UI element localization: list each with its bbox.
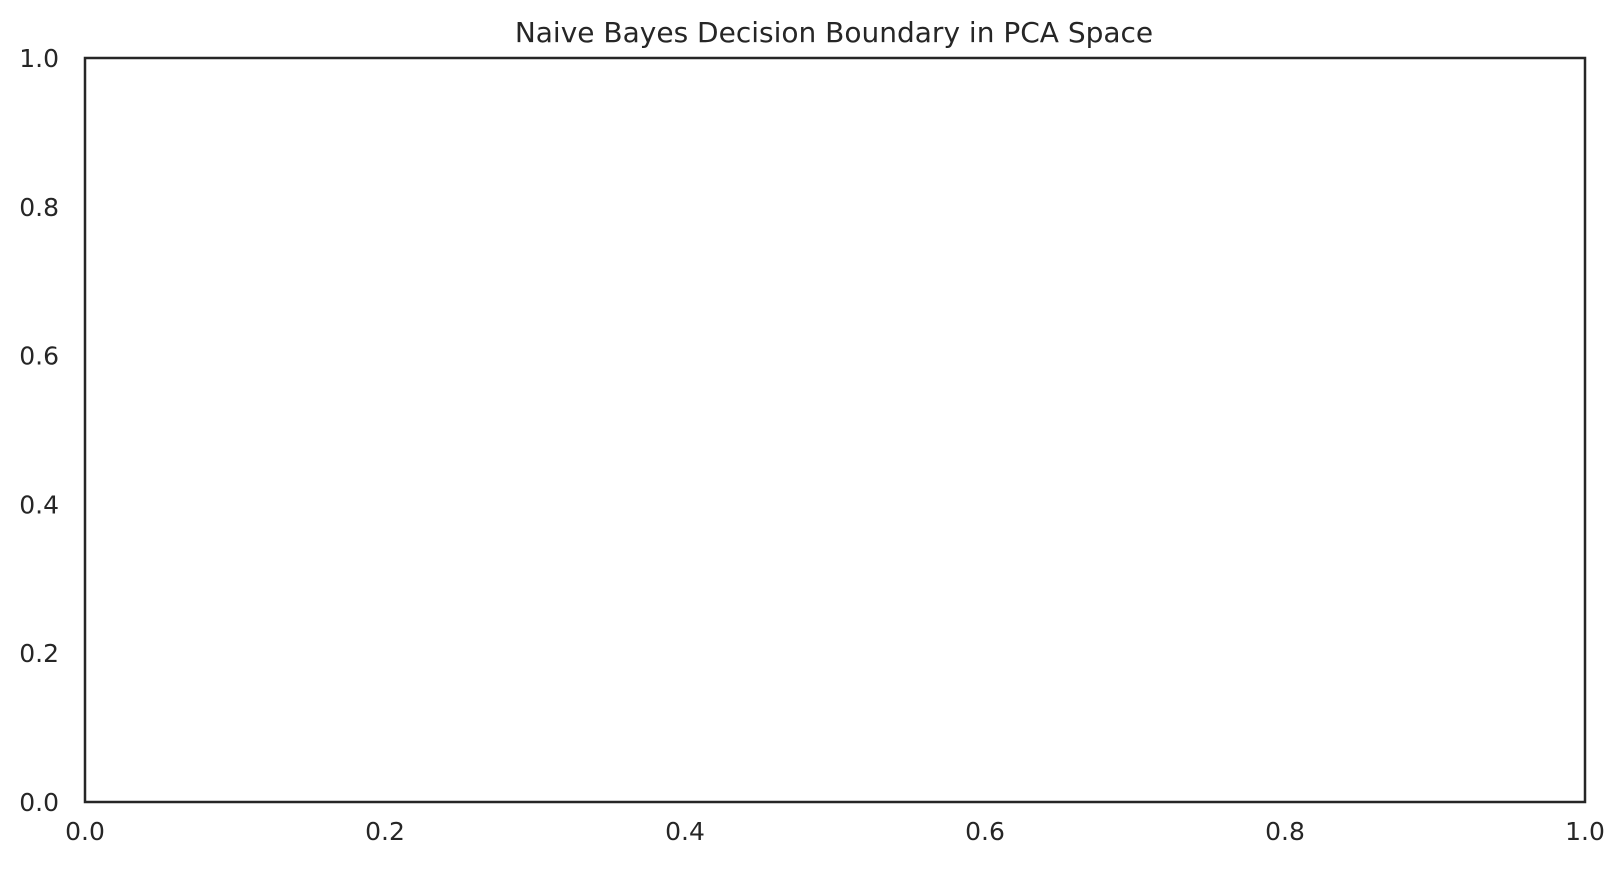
x-tick-label: 1.0 [1565, 817, 1605, 846]
x-tick-label: 0.2 [365, 817, 405, 846]
x-tick-label: 0.6 [965, 817, 1005, 846]
y-tick-label: 0.6 [19, 342, 59, 371]
plot-area [83, 56, 1587, 804]
y-tick-label: 1.0 [19, 44, 59, 73]
y-axis: 0.0 0.2 0.4 0.6 0.8 1.0 [19, 44, 59, 817]
y-tick-label: 0.0 [19, 788, 59, 817]
chart-title: Naive Bayes Decision Boundary in PCA Spa… [515, 16, 1153, 49]
x-tick-label: 0.0 [65, 817, 105, 846]
y-tick-label: 0.4 [19, 490, 59, 519]
y-tick-label: 0.8 [19, 193, 59, 222]
y-tick-label: 0.2 [19, 639, 59, 668]
x-axis: 0.0 0.2 0.4 0.6 0.8 1.0 [65, 817, 1605, 846]
x-tick-label: 0.4 [665, 817, 705, 846]
x-tick-label: 0.8 [1265, 817, 1305, 846]
